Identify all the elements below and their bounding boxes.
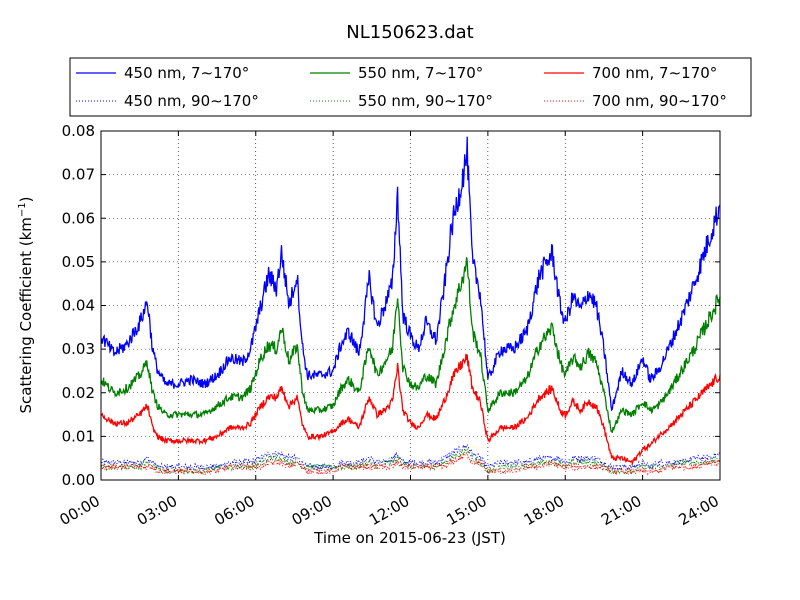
y-tick-label: 0.08: [62, 122, 95, 140]
legend-label: 450 nm, 90∼170°: [124, 92, 259, 110]
y-tick-label: 0.06: [62, 209, 95, 227]
chart-title: NL150623.dat: [346, 22, 473, 43]
x-tick-label: 12:00: [366, 492, 412, 529]
series-line: [100, 353, 721, 467]
series-line: [100, 257, 721, 433]
series-line: [100, 136, 721, 412]
x-tick-label: 21:00: [598, 492, 644, 529]
series-line: [100, 446, 721, 476]
legend-label: 550 nm, 90∼170°: [358, 92, 493, 110]
y-tick-label: 0.05: [62, 253, 95, 271]
y-axis-label-close: ): [17, 196, 35, 202]
y-tick-label: 0.07: [62, 166, 95, 184]
y-axis-label-text: Scattering Coefficient (km: [17, 217, 35, 413]
x-tick-label: 24:00: [676, 492, 722, 529]
series-lines: [100, 136, 721, 476]
legend-label: 550 nm, 7∼170°: [358, 64, 483, 82]
y-tick-label: 0.01: [62, 427, 95, 445]
legend-label: 700 nm, 7∼170°: [592, 64, 717, 82]
x-tick-labels: 00:00 03:00 06:00 09:00 12:00 15:00 18:00 21:00…: [57, 492, 722, 529]
axis-ticks: [100, 130, 721, 481]
x-tick-label: 09:00: [289, 492, 335, 529]
x-tick-label: 00:00: [57, 492, 103, 529]
y-axis-label: Scattering Coefficient (km−1): [17, 196, 35, 413]
plot-area: [100, 130, 721, 481]
y-tick-labels: 0.00 0.01 0.02 0.03 0.04 0.05 0.06 0.07 0.08: [62, 122, 95, 489]
x-tick-label: 18:00: [521, 492, 567, 529]
y-tick-label: 0.00: [62, 471, 95, 489]
x-tick-label: 06:00: [211, 492, 257, 529]
x-tick-label: 15:00: [443, 492, 489, 529]
legend-frame: [69, 57, 752, 117]
y-tick-label: 0.02: [62, 384, 95, 402]
y-tick-label: 0.04: [62, 297, 95, 315]
legend: 450 nm, 7∼170° 550 nm, 7∼170° 700 nm, 7∼17…: [69, 57, 752, 117]
y-tick-label: 0.03: [62, 340, 95, 358]
legend-label: 450 nm, 7∼170°: [124, 64, 249, 82]
legend-label: 700 nm, 90∼170°: [592, 92, 727, 110]
legend-items: 450 nm, 7∼170° 550 nm, 7∼170° 700 nm, 7∼17…: [76, 64, 727, 110]
x-tick-label: 03:00: [134, 492, 180, 529]
x-axis-label: Time on 2015-06-23 (JST): [313, 529, 506, 547]
y-axis-label-exponent: −1: [17, 202, 28, 217]
